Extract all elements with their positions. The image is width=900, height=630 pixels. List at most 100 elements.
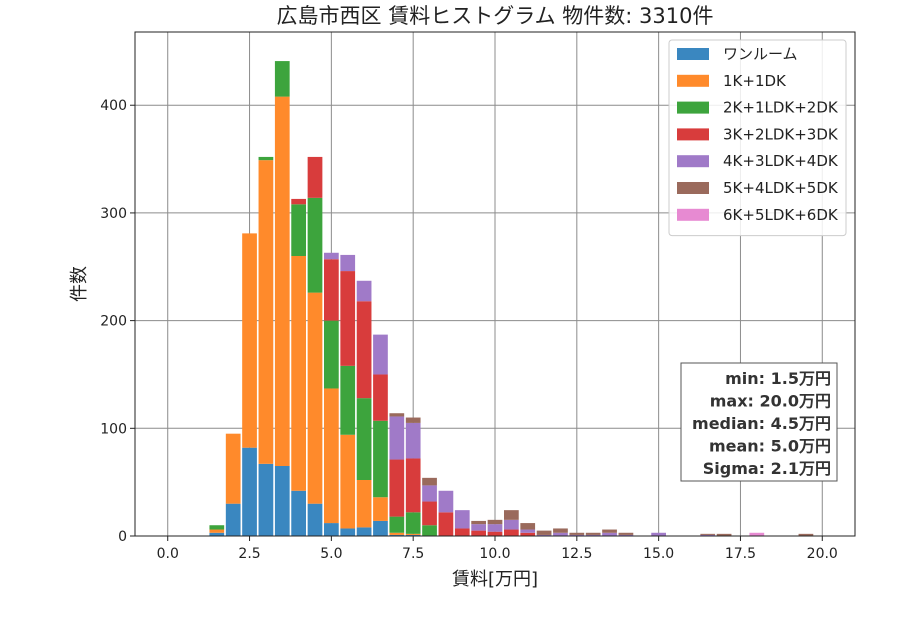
x-tick-label: 15.0 bbox=[643, 546, 674, 562]
bar-segment bbox=[422, 501, 437, 526]
bar-segment bbox=[798, 533, 814, 536]
legend-swatch bbox=[677, 155, 709, 168]
bar-segment bbox=[487, 531, 503, 536]
legend-box bbox=[668, 39, 847, 237]
bar-segment bbox=[209, 532, 225, 536]
bar-segment bbox=[422, 525, 437, 536]
x-tick-label: 7.5 bbox=[402, 546, 424, 562]
bar-segment bbox=[340, 365, 356, 435]
bar-segment bbox=[405, 512, 421, 534]
legend-label: 2K+1LDK+2DK bbox=[723, 99, 839, 117]
axis-ticks: 0.0 2.5 5.0 7.5 10.0 12.5 15.0 17.5 20.0 0 100 200 3… bbox=[100, 98, 838, 562]
bar-segment bbox=[553, 532, 568, 536]
bar-segment bbox=[356, 480, 372, 528]
bar-segment bbox=[405, 534, 421, 536]
bar-segment bbox=[651, 532, 666, 536]
bar-segment bbox=[340, 528, 356, 536]
bar-segment bbox=[340, 434, 356, 529]
bar-segment bbox=[487, 524, 503, 532]
y-tick-label: 200 bbox=[100, 314, 127, 330]
bar-segment bbox=[405, 417, 421, 423]
bar-segment bbox=[225, 433, 241, 504]
bar-segment bbox=[307, 197, 323, 293]
bar-segment bbox=[307, 292, 323, 504]
bar-segment bbox=[356, 398, 372, 480]
legend-label: 4K+3LDK+4DK bbox=[723, 152, 839, 170]
bar-segment bbox=[405, 422, 421, 459]
bar-segment bbox=[307, 156, 323, 198]
bar-segment bbox=[373, 520, 388, 536]
legend-swatch bbox=[677, 208, 709, 221]
bar-segment bbox=[291, 204, 306, 256]
stats-line: min: 1.5万円 bbox=[725, 369, 831, 388]
bar-segment bbox=[324, 523, 339, 536]
y-tick-label: 0 bbox=[118, 529, 127, 545]
stats-line: Sigma: 2.1万円 bbox=[703, 459, 831, 478]
bar-segment bbox=[274, 96, 290, 467]
bar-segment bbox=[258, 160, 274, 464]
legend-label: 3K+2LDK+3DK bbox=[723, 125, 839, 143]
bar-segment bbox=[389, 459, 405, 517]
legend-label: 5K+4LDK+5DK bbox=[723, 179, 839, 197]
x-tick-label: 10.0 bbox=[479, 546, 510, 562]
x-tick-label: 5.0 bbox=[320, 546, 342, 562]
bar-segment bbox=[585, 532, 601, 535]
bar-segment bbox=[225, 503, 241, 536]
bar-segment bbox=[291, 490, 306, 536]
bar-segment bbox=[242, 447, 257, 536]
bar-segment bbox=[274, 61, 290, 97]
legend-swatch bbox=[677, 48, 709, 60]
bar-segment bbox=[471, 524, 486, 531]
stats-line: median: 4.5万円 bbox=[692, 414, 831, 433]
legend-label: ワンルーム bbox=[723, 45, 798, 63]
bar-segment bbox=[340, 271, 356, 366]
bar-segment bbox=[471, 520, 486, 525]
bar-segment bbox=[602, 532, 617, 536]
bar-segment bbox=[422, 477, 437, 486]
legend-swatch bbox=[677, 101, 709, 114]
bar-segment bbox=[324, 320, 339, 389]
bar-segment bbox=[389, 416, 405, 460]
bar-segment bbox=[389, 534, 405, 536]
bar-segment bbox=[324, 388, 339, 524]
y-tick-label: 300 bbox=[100, 206, 127, 222]
bar-segment bbox=[209, 525, 225, 530]
bar-segment bbox=[716, 533, 732, 536]
bar-segment bbox=[700, 533, 716, 535]
bar-segment bbox=[389, 413, 405, 417]
y-axis-title: 件数 bbox=[69, 266, 90, 302]
bar-segment bbox=[553, 528, 568, 533]
bar-segment bbox=[291, 198, 306, 205]
bar-segment bbox=[242, 233, 257, 448]
x-tick-label: 0.0 bbox=[157, 546, 179, 562]
bar-segment bbox=[274, 466, 290, 536]
bar-segment bbox=[471, 530, 486, 536]
stats-line: max: 20.0万円 bbox=[710, 392, 831, 411]
bar-segment bbox=[618, 532, 634, 535]
x-tick-label: 20.0 bbox=[807, 546, 838, 562]
bar-segment bbox=[602, 529, 617, 533]
bar-segment bbox=[422, 485, 437, 502]
bar-segment bbox=[324, 259, 339, 321]
legend-label: 6K+5LDK+6DK bbox=[723, 206, 839, 224]
bar-segment bbox=[454, 528, 470, 536]
bar-segment bbox=[405, 458, 421, 513]
bar-segment bbox=[389, 516, 405, 533]
bar-segment bbox=[585, 534, 601, 536]
stats-line: mean: 5.0万円 bbox=[709, 437, 831, 456]
y-tick-label: 100 bbox=[100, 421, 127, 437]
bar-segment bbox=[373, 374, 388, 421]
chart-title: 広島市西区 賃料ヒストグラム 物件数: 3310件 bbox=[277, 4, 714, 28]
bar-segment bbox=[504, 510, 519, 520]
bar-segment bbox=[291, 256, 306, 491]
bar-segment bbox=[307, 503, 323, 536]
x-axis-title: 賃料[万円] bbox=[452, 569, 538, 590]
bar-segment bbox=[438, 512, 454, 536]
bar-segment bbox=[356, 280, 372, 302]
x-tick-label: 17.5 bbox=[725, 546, 756, 562]
bar-segment bbox=[618, 534, 634, 536]
y-tick-label: 400 bbox=[100, 98, 127, 114]
legend-swatch bbox=[677, 74, 709, 87]
bar-segment bbox=[569, 534, 585, 536]
